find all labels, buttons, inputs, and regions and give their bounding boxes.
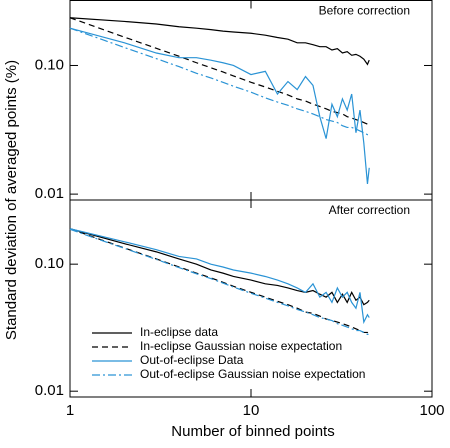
annotation: Before correction bbox=[319, 4, 410, 18]
legend-label: In-eclipse Gaussian noise expectation bbox=[140, 339, 342, 353]
data-line bbox=[69, 27, 370, 184]
legend-label: In-eclipse data bbox=[140, 325, 218, 339]
y-tick-label: 0.10 bbox=[35, 255, 64, 272]
data-line bbox=[69, 17, 370, 66]
y-tick-label: 0.01 bbox=[35, 382, 64, 399]
x-axis-label: Number of binned points bbox=[171, 423, 334, 440]
annotation: After correction bbox=[329, 203, 410, 217]
data-line bbox=[69, 228, 370, 335]
x-tick-label: 10 bbox=[243, 402, 260, 419]
plot-frame bbox=[69, 0, 433, 201]
y-axis-label: Standard deviation of averaged points (%… bbox=[3, 60, 20, 340]
legend-label: Out-of-eclipse Gaussian noise expectatio… bbox=[140, 367, 365, 381]
x-tick-label: 1 bbox=[66, 402, 74, 419]
data-line bbox=[69, 228, 370, 325]
data-line bbox=[69, 27, 370, 136]
y-tick-label: 0.10 bbox=[35, 56, 64, 73]
x-tick-label: 100 bbox=[419, 402, 444, 419]
y-tick-label: 0.01 bbox=[35, 185, 64, 202]
data-line bbox=[69, 228, 370, 335]
data-line bbox=[69, 17, 370, 125]
legend-label: Out-of-eclipse Data bbox=[140, 353, 244, 367]
